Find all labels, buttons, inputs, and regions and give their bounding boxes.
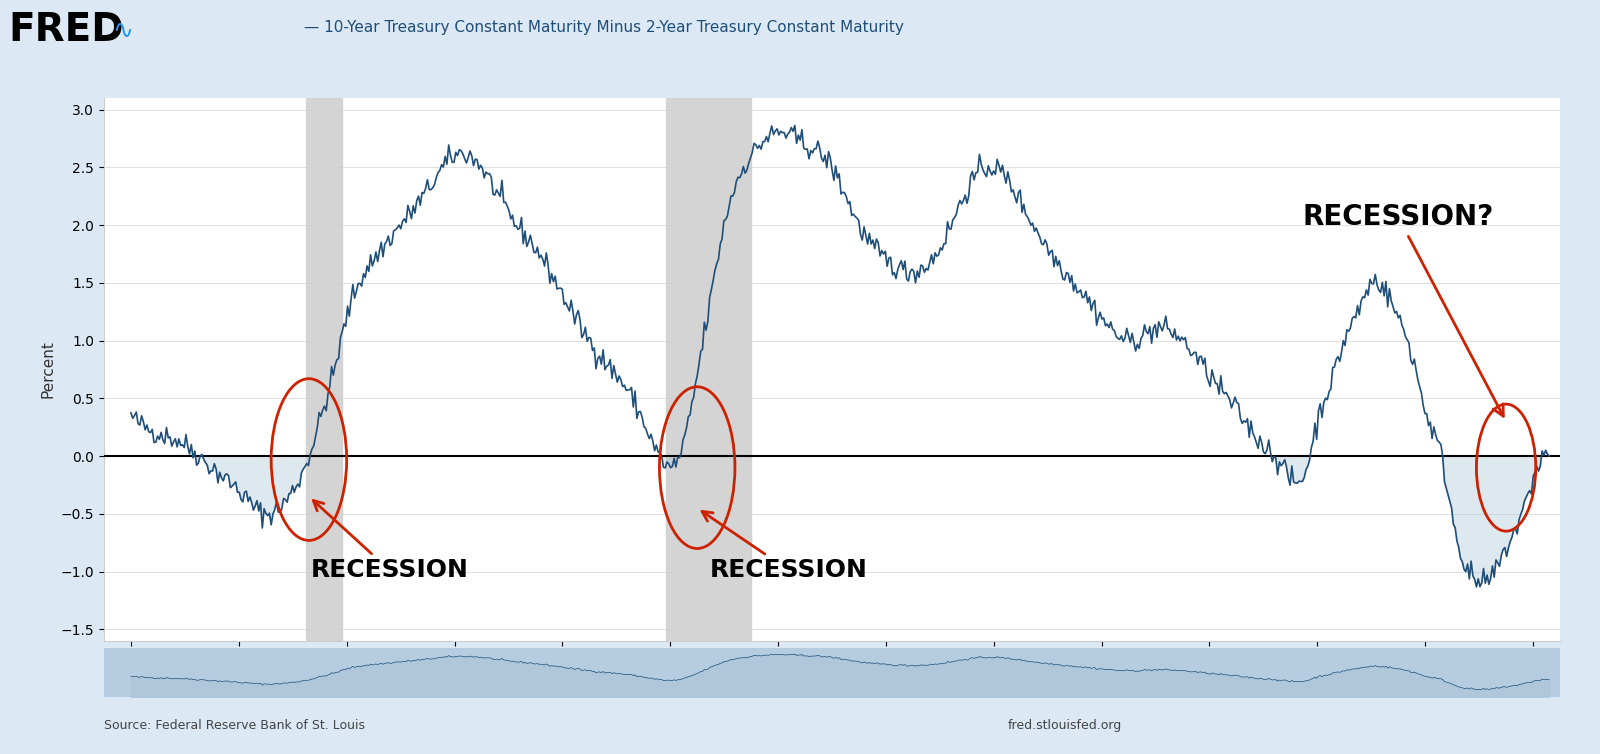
Text: RECESSION?: RECESSION? <box>1302 203 1504 416</box>
Text: RECESSION: RECESSION <box>310 501 469 582</box>
Y-axis label: Percent: Percent <box>40 341 54 398</box>
Bar <box>666 98 750 641</box>
Text: fred.stlouisfed.org: fred.stlouisfed.org <box>1008 719 1122 732</box>
Text: Source: Federal Reserve Bank of St. Louis: Source: Federal Reserve Bank of St. Loui… <box>104 719 365 732</box>
Bar <box>306 98 342 641</box>
Text: RECESSION: RECESSION <box>702 511 867 582</box>
Text: FRED: FRED <box>8 11 123 49</box>
Text: — 10-Year Treasury Constant Maturity Minus 2-Year Treasury Constant Maturity: — 10-Year Treasury Constant Maturity Min… <box>304 20 904 35</box>
Bar <box>104 648 1560 697</box>
Text: ∿: ∿ <box>112 18 133 42</box>
